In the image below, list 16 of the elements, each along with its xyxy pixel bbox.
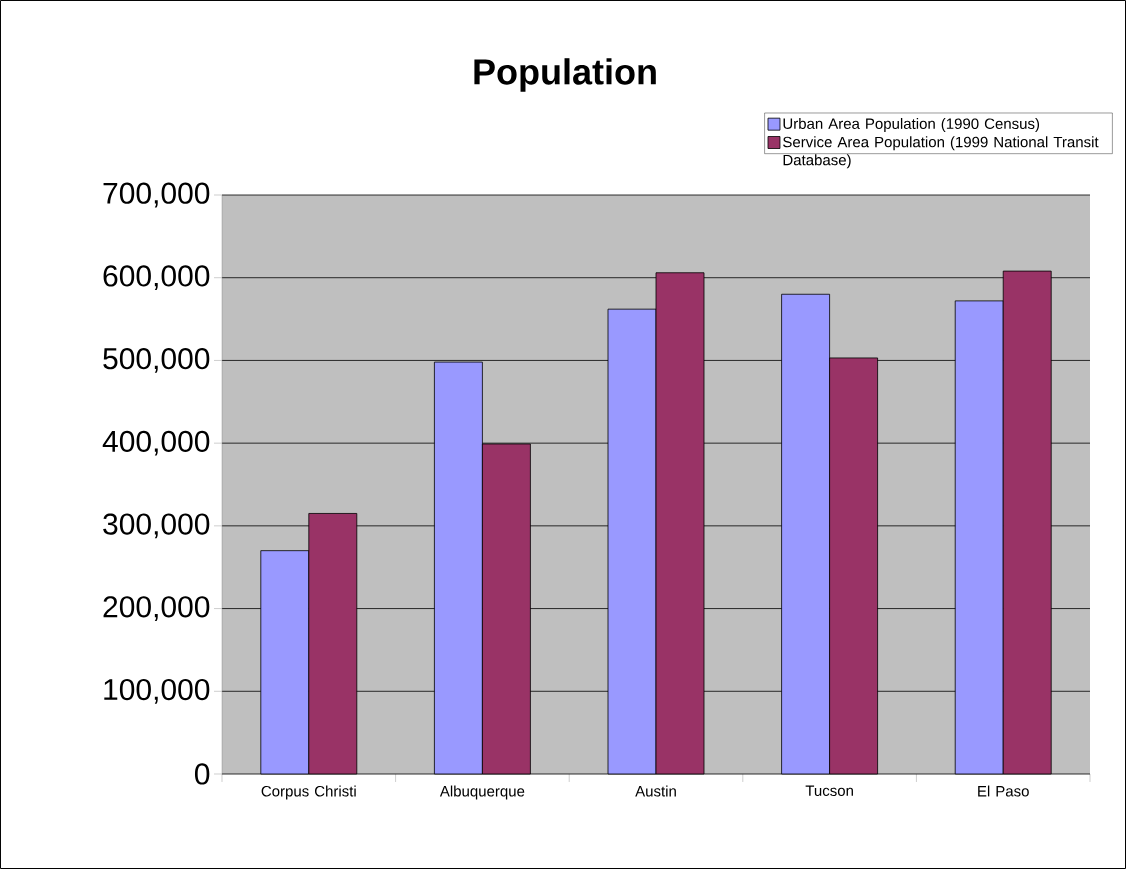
y-tick-label: 600,000 [103,265,210,291]
y-tick-label: 200,000 [103,596,210,621]
x-tick-label: Tucson [805,785,853,796]
x-tick-label: El Paso [978,785,1029,797]
x-tick-label: Albuquerque [439,785,525,800]
y-tick-label: 500,000 [103,348,210,373]
legend-label: Urban Area Population (1990 Census) [783,117,1040,132]
y-tick-label: 300,000 [103,513,210,539]
y-tick-label: 700,000 [103,182,210,208]
x-tick-label: Austin [635,785,676,797]
legend-label: Service Area Population (1999 National Transit Database) [783,136,1099,169]
y-tick-label: 100,000 [104,678,210,704]
chart-title: Population [474,58,656,92]
y-tick-label: 400,000 [102,430,210,456]
x-tick-label: Corpus Christi [261,785,356,800]
y-tick-label: 0 [194,763,210,785]
